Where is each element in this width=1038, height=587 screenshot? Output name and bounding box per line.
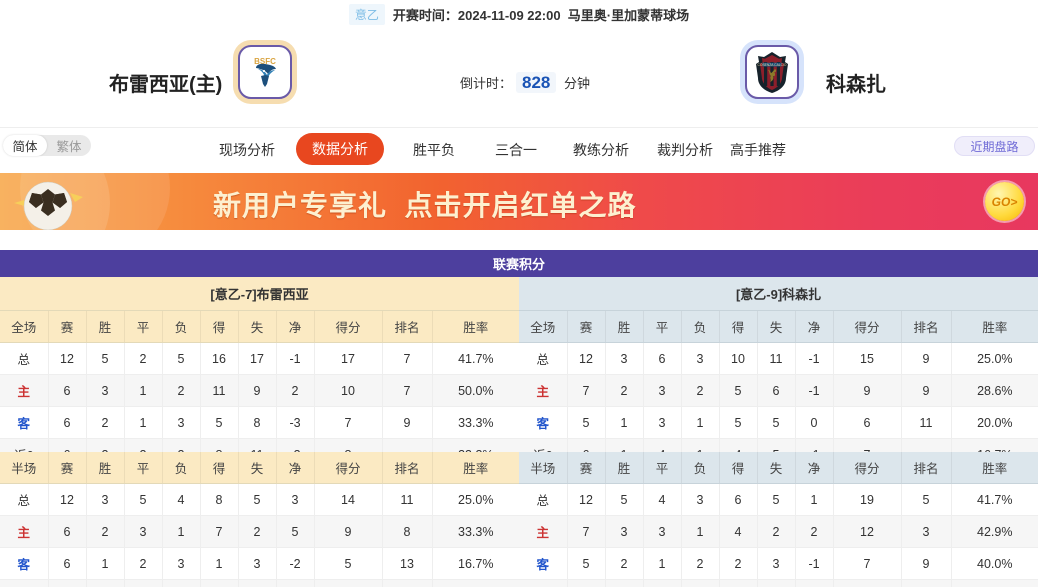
svg-text:COSENZA CALCIO: COSENZA CALCIO (758, 63, 787, 67)
